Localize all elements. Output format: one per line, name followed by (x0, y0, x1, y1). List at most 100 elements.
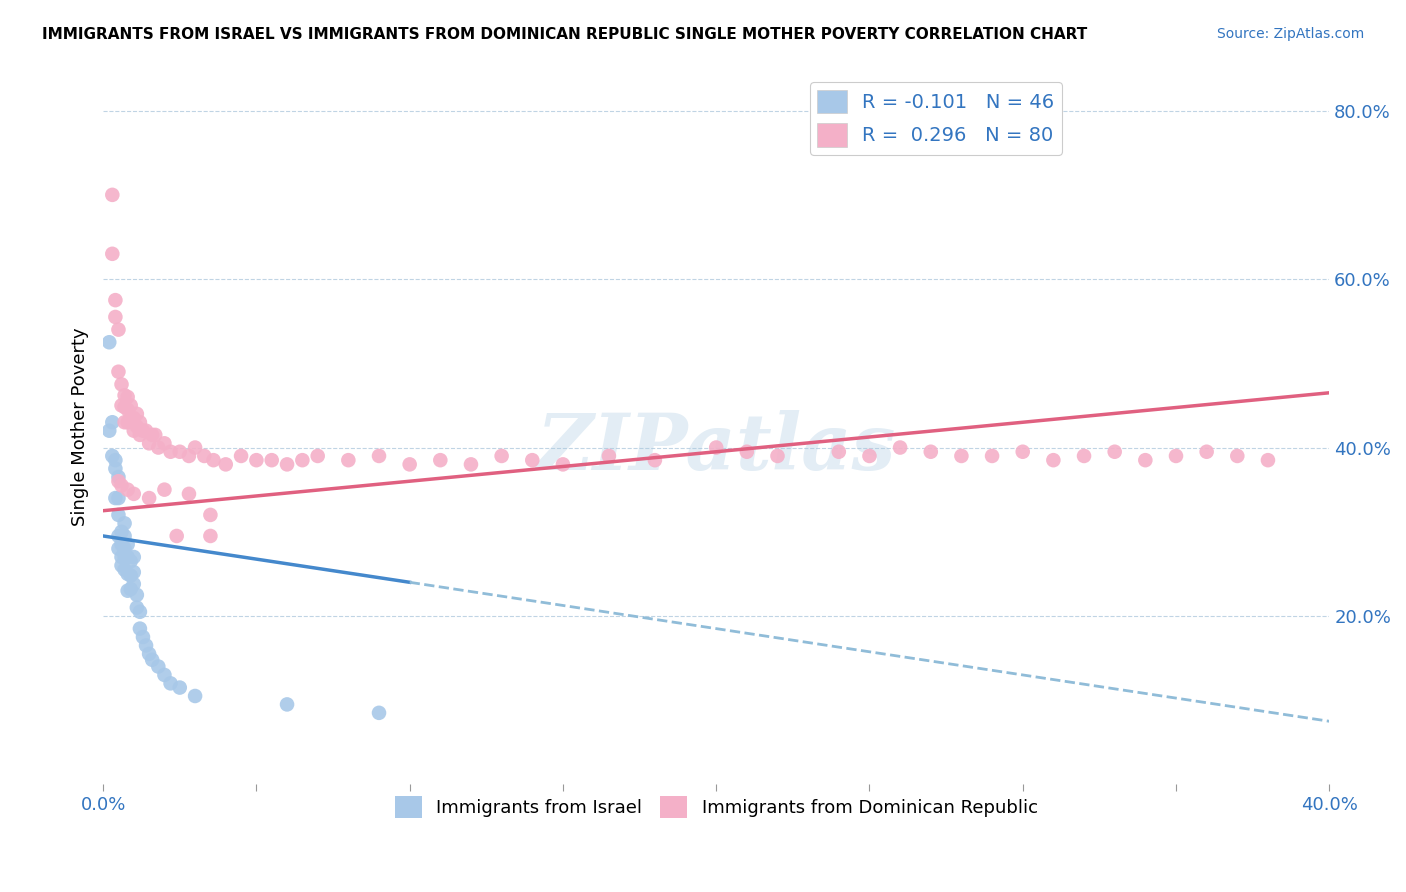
Point (153, 668, 176, 682)
Point (98, 424, 121, 438)
Y-axis label: Single Mother Poverty: Single Mother Poverty (72, 327, 89, 525)
Point (114, 400, 136, 414)
Point (117, 390, 139, 404)
Point (184, 441, 207, 455)
Point (114, 516, 136, 531)
Point (202, 453, 225, 467)
Point (120, 582, 142, 596)
Point (193, 449, 215, 463)
Point (766, 449, 789, 463)
Point (337, 453, 360, 467)
Point (644, 453, 666, 467)
Point (1042, 453, 1064, 467)
Point (122, 565, 145, 579)
Point (104, 491, 127, 505)
Point (107, 365, 129, 379)
Point (122, 424, 145, 438)
Point (522, 453, 544, 467)
Point (110, 549, 132, 564)
Point (104, 461, 127, 475)
Point (1011, 444, 1033, 458)
Point (107, 323, 129, 337)
Point (129, 415, 152, 429)
Point (229, 449, 252, 463)
Point (141, 653, 163, 667)
Point (101, 247, 124, 261)
Point (920, 444, 942, 458)
Point (120, 554, 142, 568)
Point (429, 453, 451, 467)
Point (200, 529, 222, 543)
Point (159, 444, 181, 458)
Point (117, 483, 139, 497)
Point (148, 441, 170, 455)
Point (117, 537, 139, 551)
Point (828, 444, 851, 458)
Point (117, 402, 139, 417)
Point (125, 419, 148, 434)
Point (245, 453, 267, 467)
Point (1164, 449, 1187, 463)
Point (110, 558, 132, 573)
Point (368, 449, 391, 463)
Point (169, 681, 191, 695)
Point (215, 458, 238, 472)
Point (598, 449, 620, 463)
Text: ZIPatlas: ZIPatlas (537, 409, 896, 486)
Point (1257, 453, 1279, 467)
Point (110, 524, 132, 539)
Point (107, 491, 129, 505)
Point (120, 411, 142, 425)
Point (858, 449, 880, 463)
Point (104, 453, 127, 467)
Point (1135, 453, 1157, 467)
Point (398, 458, 420, 472)
Point (107, 529, 129, 543)
Point (101, 187, 124, 202)
Point (704, 441, 727, 455)
Point (307, 449, 329, 463)
Point (135, 639, 157, 653)
Point (138, 436, 160, 450)
Point (276, 698, 298, 712)
Point (98, 335, 121, 350)
Point (107, 541, 129, 556)
Point (143, 428, 166, 442)
Point (981, 449, 1004, 463)
Point (735, 444, 758, 458)
Point (1104, 444, 1126, 458)
Point (117, 566, 139, 581)
Point (460, 458, 482, 472)
Text: Source: ZipAtlas.com: Source: ZipAtlas.com (1216, 27, 1364, 41)
Point (114, 415, 136, 429)
Point (138, 491, 160, 505)
Point (101, 415, 124, 429)
Point (276, 458, 298, 472)
Point (1195, 444, 1218, 458)
Point (114, 549, 136, 564)
Point (125, 407, 148, 421)
Point (141, 428, 163, 442)
Point (135, 424, 157, 438)
Point (138, 647, 160, 661)
Point (107, 470, 129, 484)
Point (177, 487, 200, 501)
Point (122, 577, 145, 591)
Point (132, 630, 155, 644)
Point (129, 605, 152, 619)
Point (107, 474, 129, 488)
Point (551, 458, 574, 472)
Text: IMMIGRANTS FROM ISRAEL VS IMMIGRANTS FROM DOMINICAN REPUBLIC SINGLE MOTHER POVER: IMMIGRANTS FROM ISRAEL VS IMMIGRANTS FRO… (42, 27, 1087, 42)
Point (889, 441, 911, 455)
Point (107, 508, 129, 522)
Point (132, 424, 155, 438)
Point (291, 453, 314, 467)
Point (122, 487, 145, 501)
Point (129, 622, 152, 636)
Point (177, 449, 200, 463)
Point (260, 453, 283, 467)
Point (122, 549, 145, 564)
Point (114, 529, 136, 543)
Point (114, 563, 136, 577)
Point (184, 689, 207, 703)
